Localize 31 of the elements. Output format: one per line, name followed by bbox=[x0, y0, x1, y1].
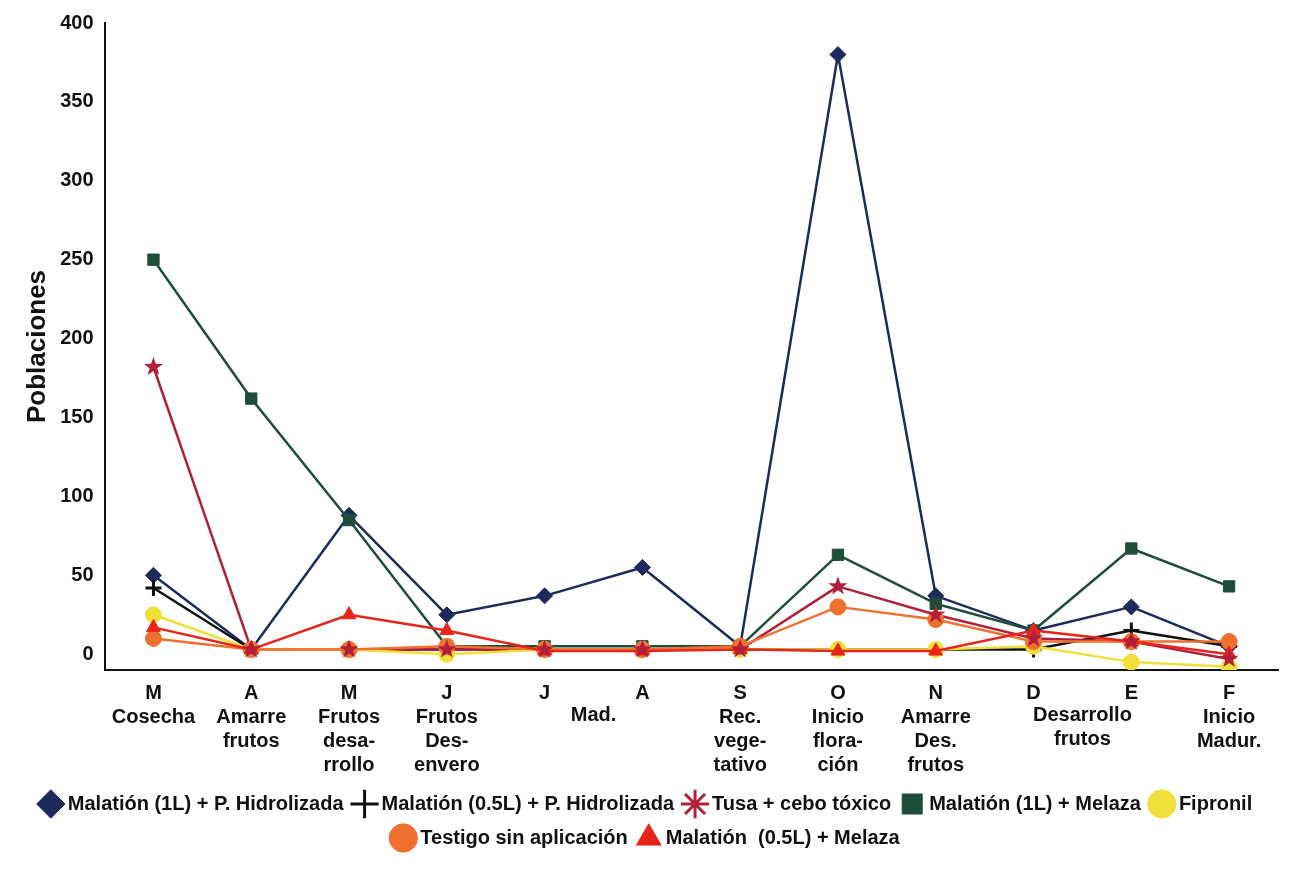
x-tick-label: J Frutos Des- envero bbox=[414, 680, 480, 775]
legend-label: Fipronil bbox=[1178, 791, 1253, 814]
y-tick-label: 400 bbox=[60, 10, 94, 33]
x-tick-label: M Cosecha bbox=[111, 680, 197, 727]
legend-label: Testigo sin aplicación bbox=[420, 825, 628, 848]
x-tick-label: S Rec. vege- tativo bbox=[713, 680, 767, 775]
y-tick-label: 300 bbox=[60, 168, 94, 191]
x-tick-label: F Inicio Madur. bbox=[1196, 680, 1262, 751]
x-tick-label: D bbox=[1026, 680, 1041, 703]
x-tick-label: O Inicio flora- ción bbox=[811, 680, 865, 775]
text: Mad. bbox=[570, 702, 617, 725]
text: Desarrollo frutos bbox=[1032, 702, 1132, 749]
y-tick-label: 0 bbox=[82, 641, 94, 664]
x-tick-label: M Frutos desa- rrollo bbox=[317, 680, 381, 775]
x-tick-label: E bbox=[1124, 680, 1138, 703]
legend-label: Malatión (0.5L) + Melaza bbox=[665, 825, 901, 848]
legend-label: Malatión (0.5L) + P. Hidrolizada bbox=[381, 791, 675, 814]
x-tick-label: J bbox=[539, 680, 551, 703]
legend-label: Malatión (1L) + Melaza bbox=[929, 791, 1142, 814]
y-tick-label: 50 bbox=[71, 562, 94, 585]
y-tick-label: 150 bbox=[60, 405, 94, 428]
y-tick-label: 100 bbox=[60, 483, 94, 506]
x-tick-label: N Amarre Des. frutos bbox=[900, 680, 971, 775]
legend-label: Tusa + cebo tóxico bbox=[712, 791, 892, 814]
x-tick-label: A Amarre frutos bbox=[216, 680, 287, 751]
y-tick-label: 250 bbox=[60, 247, 94, 270]
y-tick-label: 200 bbox=[60, 326, 94, 349]
legend-label: Malatión (1L) + P. Hidrolizada bbox=[67, 791, 345, 814]
x-tick-label: A bbox=[635, 680, 650, 703]
y-tick-label: 350 bbox=[60, 89, 94, 112]
y-axis-title: Poblaciones bbox=[20, 269, 51, 424]
